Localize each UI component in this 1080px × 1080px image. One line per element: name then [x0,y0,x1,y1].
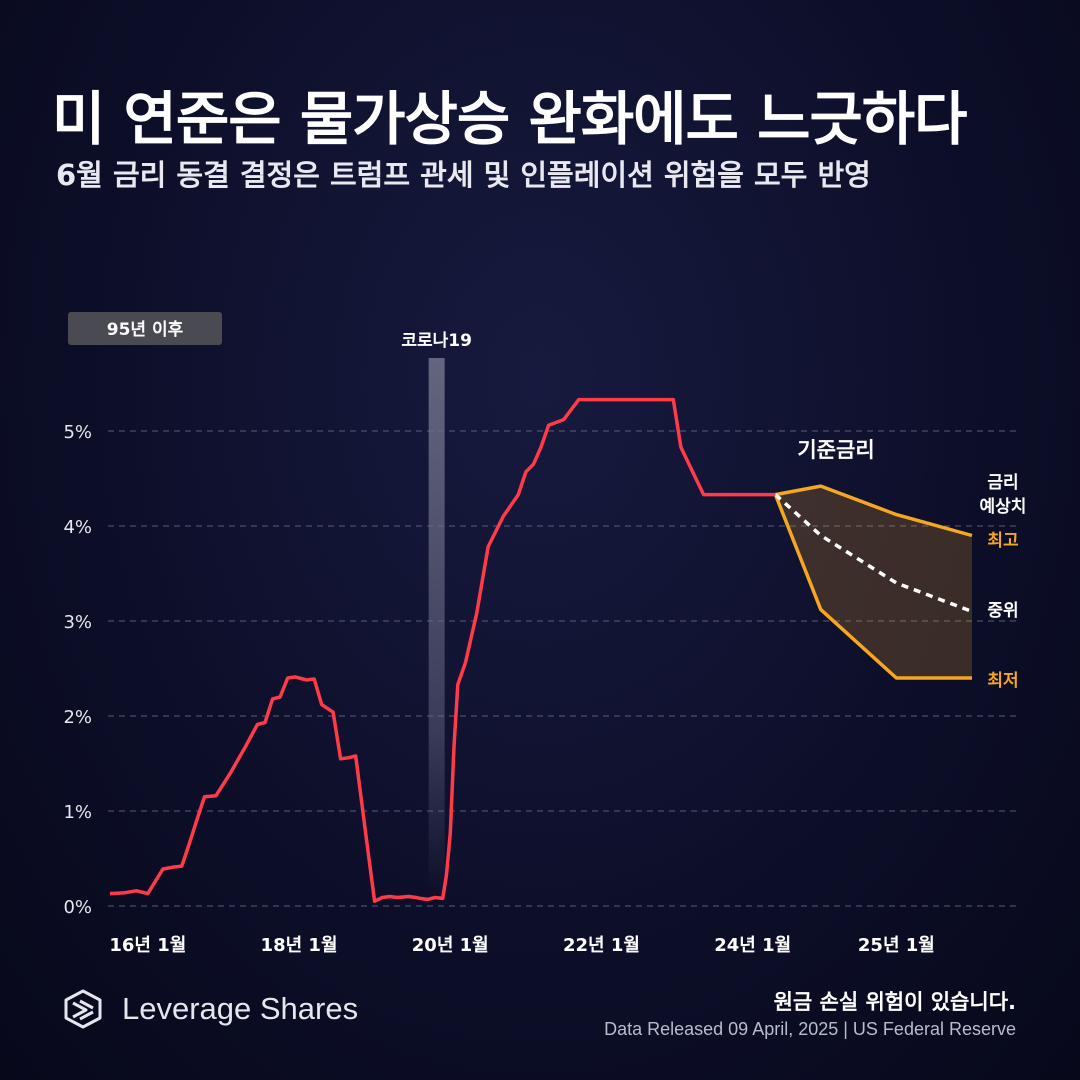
brand-name: Leverage Shares [122,991,359,1026]
y-tick-label: 1% [63,802,92,823]
y-tick-label: 0% [63,897,92,918]
x-tick-label: 16년 1월 [109,935,186,956]
risk-notice: 원금 손실 위험이 있습니다. [773,990,1016,1014]
page-subtitle: 6월 금리 동결 결정은 트럼프 관세 및 인플레이션 위험을 모두 반영 [56,158,871,192]
series-label-high: 최고 [987,531,1019,551]
x-tick-label: 22년 1월 [563,935,640,956]
y-tick-label: 2% [63,707,92,728]
period-badge [68,312,222,345]
y-tick-label: 5% [63,422,92,443]
series-label-median: 중위 [987,601,1018,621]
projection-title-line2: 예상치 [980,497,1027,517]
x-tick-label: 25년 1월 [858,935,935,956]
y-tick-label: 3% [63,612,92,633]
series-line-low [773,493,972,680]
y-tick-label: 4% [63,517,92,538]
projection-range-area [775,486,972,678]
x-tick-label: 18년 1월 [261,935,338,956]
covid-band [428,358,445,893]
base-rate-label: 기준금리 [797,438,874,462]
leverage-shares-logo-icon [64,989,102,1029]
data-source: Data Released 09 April, 2025 | US Federa… [604,1019,1016,1039]
page-title: 미 연준은 물가상승 완화에도 느긋하다 [52,85,968,153]
period-badge-label: 95년 이후 [107,319,184,340]
projection-title-line1: 금리 [987,473,1018,493]
covid-label: 코로나19 [401,331,472,351]
series-line-high [775,484,973,538]
series-line-base-rate [109,397,776,904]
x-tick-label: 24년 1월 [714,935,791,956]
series-line-median [774,493,973,614]
brand-logo: Leverage Shares [62,988,358,1030]
x-tick-label: 20년 1월 [412,935,489,956]
series-label-low: 최저 [987,671,1018,691]
